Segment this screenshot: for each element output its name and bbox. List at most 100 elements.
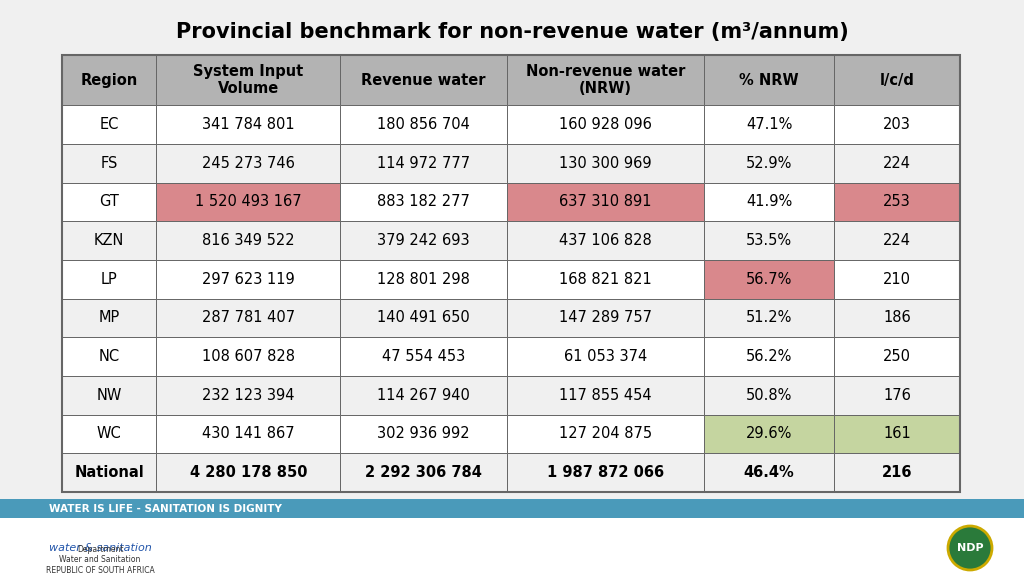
Bar [157,453,340,492]
Text: 46.4%: 46.4% [743,465,795,480]
Text: 637 310 891: 637 310 891 [559,195,651,210]
Text: 203: 203 [884,117,911,132]
Text: MP: MP [98,310,120,325]
Text: 430 141 867: 430 141 867 [202,426,295,441]
Bar [507,298,705,338]
Bar [705,453,835,492]
Bar [157,144,340,183]
Text: 140 491 650: 140 491 650 [377,310,470,325]
Bar [62,298,157,338]
Text: 56.2%: 56.2% [746,349,793,364]
Bar [62,453,157,492]
Bar [0,518,1024,576]
Bar [835,260,961,298]
Bar [62,144,157,183]
Text: 224: 224 [883,233,911,248]
Text: NW: NW [96,388,122,403]
Bar [835,338,961,376]
Text: Non-revenue water
(NRW): Non-revenue water (NRW) [525,64,685,96]
Bar [157,415,340,453]
Bar [62,105,157,144]
Bar [507,183,705,221]
Text: % NRW: % NRW [739,73,799,88]
Bar [340,260,507,298]
Bar [62,55,157,105]
Text: Region: Region [81,73,138,88]
Text: 224: 224 [883,156,911,170]
Bar [507,415,705,453]
Text: 297 623 119: 297 623 119 [202,272,295,287]
Bar [340,105,507,144]
Text: System Input
Volume: System Input Volume [194,64,303,96]
Text: 232 123 394: 232 123 394 [202,388,295,403]
Text: 161: 161 [884,426,911,441]
Text: 147 289 757: 147 289 757 [559,310,652,325]
Text: 253: 253 [884,195,911,210]
Bar [157,338,340,376]
Bar [705,55,835,105]
Bar [62,338,157,376]
Text: 108 607 828: 108 607 828 [202,349,295,364]
Bar [62,55,961,492]
Bar [835,453,961,492]
Bar [62,183,157,221]
Text: 47.1%: 47.1% [746,117,793,132]
Text: 1 987 872 066: 1 987 872 066 [547,465,664,480]
Bar [835,415,961,453]
Bar [507,453,705,492]
Text: 379 242 693: 379 242 693 [377,233,470,248]
Text: 287 781 407: 287 781 407 [202,310,295,325]
Text: 816 349 522: 816 349 522 [202,233,295,248]
Text: NDP: NDP [956,543,983,553]
Bar [705,105,835,144]
Bar [340,55,507,105]
Bar [507,55,705,105]
Text: 210: 210 [883,272,911,287]
Text: 2 292 306 784: 2 292 306 784 [365,465,482,480]
Text: 29.6%: 29.6% [746,426,793,441]
Bar [705,298,835,338]
Bar [705,415,835,453]
Bar [62,415,157,453]
Bar [62,260,157,298]
Bar [340,453,507,492]
Bar [835,105,961,144]
Bar [340,415,507,453]
Bar [340,298,507,338]
Circle shape [948,526,992,570]
Text: 216: 216 [882,465,912,480]
Text: 117 855 454: 117 855 454 [559,388,651,403]
Bar [62,221,157,260]
Bar [157,298,340,338]
Bar [507,260,705,298]
Text: 114 972 777: 114 972 777 [377,156,470,170]
Bar [507,338,705,376]
Text: 41.9%: 41.9% [746,195,793,210]
Text: Provincial benchmark for non-revenue water (m³/annum): Provincial benchmark for non-revenue wat… [176,22,848,42]
Bar [835,376,961,415]
Text: 47 554 453: 47 554 453 [382,349,465,364]
Text: 437 106 828: 437 106 828 [559,233,651,248]
Bar [507,221,705,260]
Bar [835,298,961,338]
Bar [340,183,507,221]
Bar [705,183,835,221]
Text: 186: 186 [884,310,911,325]
Text: National: National [75,465,144,480]
Text: 341 784 801: 341 784 801 [202,117,295,132]
Bar [62,376,157,415]
Text: GT: GT [99,195,119,210]
Text: 127 204 875: 127 204 875 [559,426,652,441]
Bar [705,144,835,183]
Bar [157,376,340,415]
Text: 245 273 746: 245 273 746 [202,156,295,170]
Text: 130 300 969: 130 300 969 [559,156,651,170]
Text: 302 936 992: 302 936 992 [377,426,470,441]
Bar [340,221,507,260]
Text: KZN: KZN [94,233,124,248]
Bar [340,338,507,376]
Text: 250: 250 [883,349,911,364]
Text: 160 928 096: 160 928 096 [559,117,651,132]
Text: FS: FS [100,156,118,170]
Bar [835,221,961,260]
